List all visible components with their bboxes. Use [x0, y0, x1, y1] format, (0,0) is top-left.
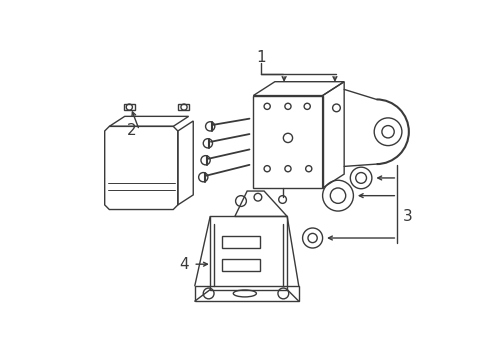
Text: 2: 2 [126, 123, 136, 138]
Text: 4: 4 [179, 257, 188, 272]
Text: 3: 3 [402, 209, 411, 224]
Bar [221, 236, 260, 248]
Text: 1: 1 [256, 50, 265, 64]
Bar [221, 259, 260, 271]
